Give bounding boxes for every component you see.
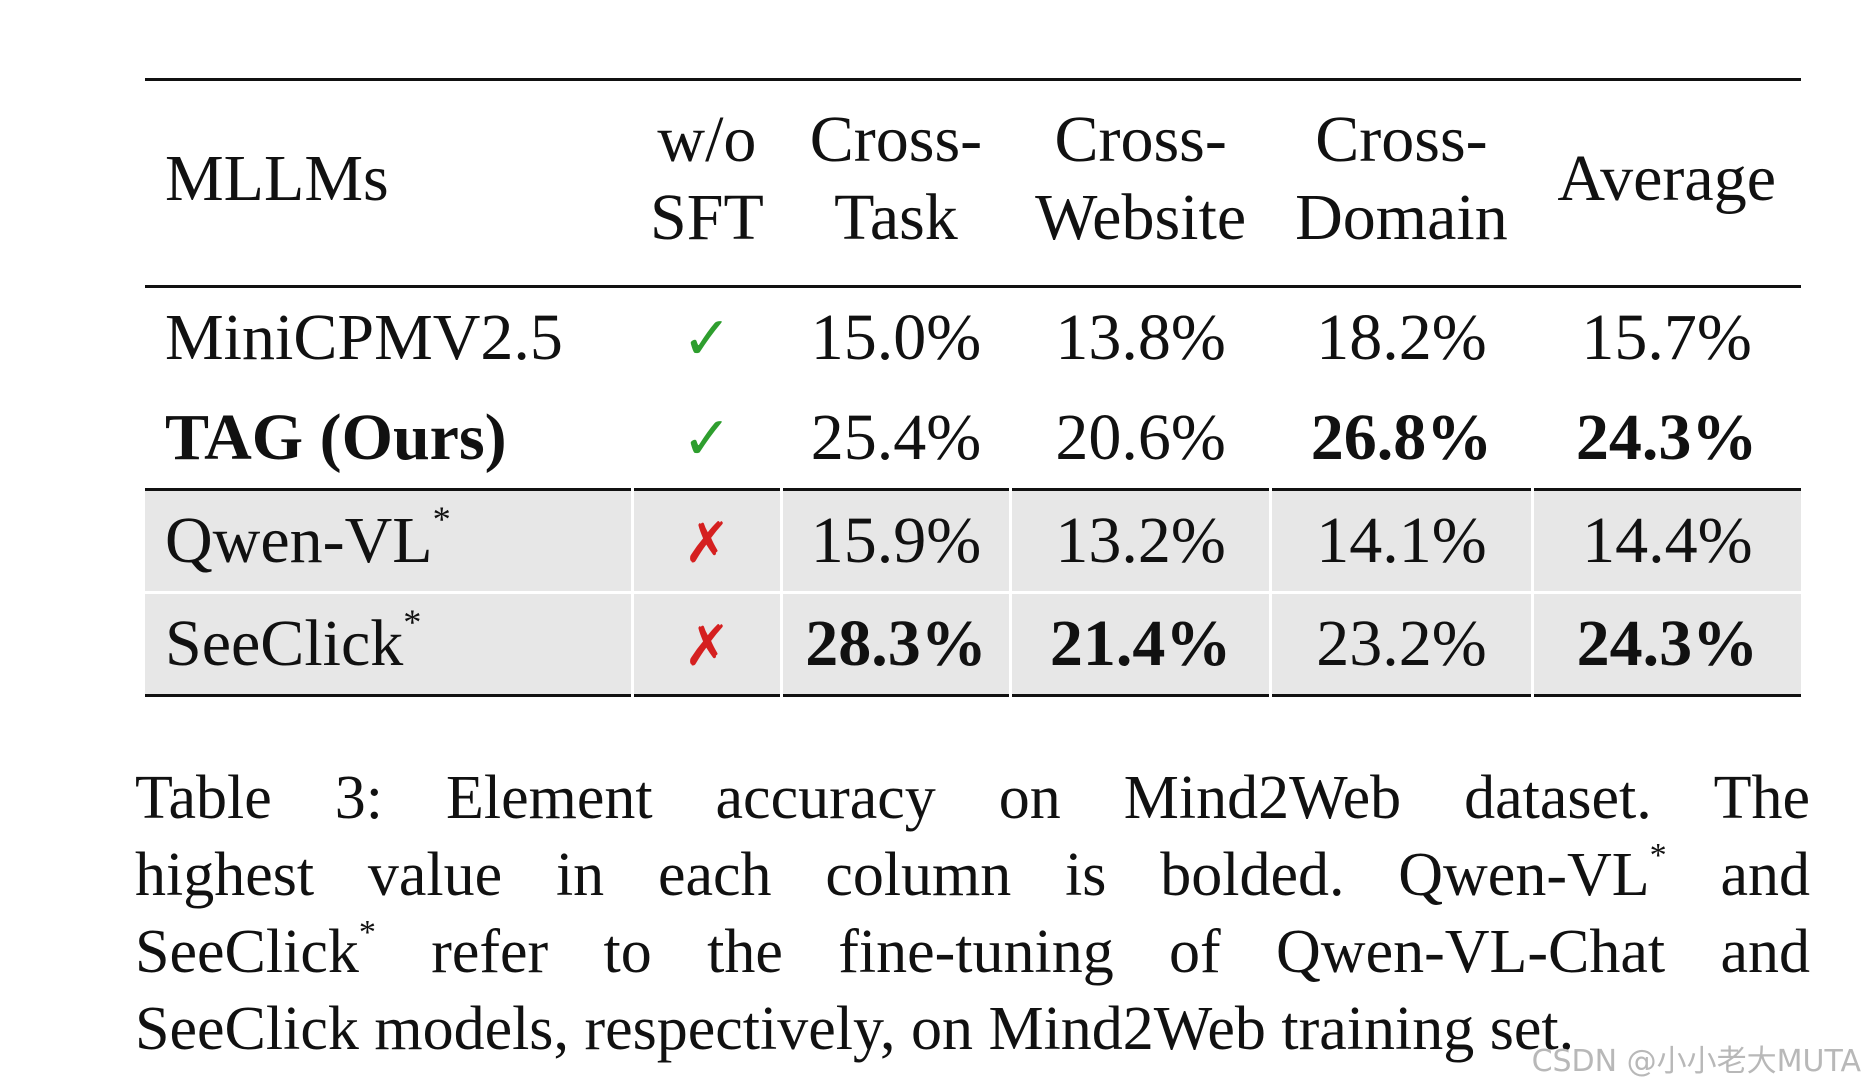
caption-line-2-star: *: [1649, 837, 1667, 875]
watermark: CSDN @小小老大MUTA: [1531, 1044, 1861, 1079]
sft-cell: ✓: [633, 286, 782, 388]
header-cross-domain-line2: Domain: [1295, 180, 1508, 254]
header-cross-task-line1: Cross-: [809, 103, 983, 176]
caption-line-1: Table 3: Element accuracy on Mind2Web da…: [135, 760, 1810, 837]
cross-icon: ✗: [683, 613, 731, 679]
check-icon: ✓: [681, 403, 733, 474]
table-row: MiniCPMV2.5 ✓ 15.0% 13.8% 18.2% 15.7%: [145, 286, 1801, 388]
model-name: SeeClick: [165, 606, 404, 680]
average-value: 14.4%: [1530, 489, 1801, 593]
header-wo-sft: w/o SFT: [633, 80, 782, 287]
header-cross-task: Cross- Task: [781, 80, 1011, 287]
table-body: MiniCPMV2.5 ✓ 15.0% 13.8% 18.2% 15.7% TAG (Our…: [145, 286, 1801, 696]
cross-task-value: 15.0%: [810, 300, 982, 374]
table-row: Qwen-VL* ✗ 15.9% 13.2% 14.1% 14.4%: [145, 489, 1801, 593]
header-cross-website-line1: Cross-: [1054, 103, 1227, 176]
header-cross-website: Cross- Website: [1011, 80, 1271, 287]
cross-website-value: 20.6%: [1055, 400, 1226, 474]
table-header-row: MLLMs w/o SFT Cross- Task Cross- Website…: [145, 79, 1801, 287]
caption-line-3-star: *: [358, 914, 376, 952]
model-name: TAG (Ours): [165, 400, 507, 474]
caption-line-3-text-a: SeeClick: [135, 918, 359, 986]
model-name-cell: MiniCPMV2.5: [145, 286, 633, 388]
cross-domain-value: 26.8%: [1310, 400, 1493, 474]
cross-task-value: 25.4%: [810, 400, 982, 474]
cross-website-value: 21.4%: [1009, 590, 1271, 696]
cross-task-value: 15.9%: [779, 489, 1011, 593]
cross-task-value: 28.3%: [779, 590, 1011, 696]
results-table: MLLMs w/o SFT Cross- Task Cross- Website…: [145, 78, 1801, 697]
table-row: SeeClick* ✗ 28.3% 21.4% 23.2% 24.3%: [145, 590, 1801, 696]
caption-line-2-text-a: highest value in each column is bolded. …: [135, 841, 1650, 909]
caption-line-3: SeeClick* refer to the fine-tuning of Qw…: [135, 914, 1810, 991]
cross-icon: ✗: [683, 510, 731, 576]
caption-line-1-text: Table 3: Element accuracy on Mind2Web da…: [135, 764, 1810, 832]
header-wo-sft-line2: SFT: [650, 180, 764, 254]
caption-line-4: SeeClick models, respectively, on Mind2W…: [135, 991, 1810, 1068]
results-table-container: MLLMs w/o SFT Cross- Task Cross- Website…: [145, 78, 1801, 697]
sft-cell: ✗: [631, 489, 782, 593]
model-name: MiniCPMV2.5: [165, 300, 563, 374]
header-cross-domain: Cross- Domain: [1271, 80, 1533, 287]
model-name: Qwen-VL: [165, 503, 433, 577]
cross-website-value: 13.2%: [1009, 489, 1271, 593]
caption-line-4-text: SeeClick models, respectively, on Mind2W…: [135, 995, 1575, 1063]
header-wo-sft-line1: w/o: [657, 103, 757, 176]
model-name-star: *: [403, 601, 422, 642]
caption-line-3-text-b: refer to the fine-tuning of Qwen-VL-Chat…: [375, 918, 1810, 986]
cross-website-value: 13.8%: [1055, 300, 1226, 374]
cross-domain-value: 14.1%: [1269, 489, 1533, 593]
check-icon: ✓: [681, 303, 733, 374]
sft-cell: ✓: [633, 388, 782, 490]
caption-line-2-text-b: and: [1666, 841, 1810, 909]
model-name-cell: Qwen-VL*: [145, 489, 633, 593]
model-name-cell: TAG (Ours): [145, 388, 633, 490]
cross-domain-value: 23.2%: [1269, 590, 1533, 696]
header-cross-domain-line1: Cross-: [1315, 103, 1488, 176]
average-value: 15.7%: [1581, 300, 1752, 374]
header-average-label: Average: [1557, 141, 1776, 215]
cross-domain-value: 18.2%: [1316, 300, 1487, 374]
table-row: TAG (Ours) ✓ 25.4% 20.6% 26.8% 24.3%: [145, 388, 1801, 490]
model-name-cell: SeeClick*: [145, 590, 633, 696]
sft-cell: ✗: [631, 590, 782, 696]
caption-line-2: highest value in each column is bolded. …: [135, 837, 1810, 914]
header-average: Average: [1532, 80, 1801, 287]
average-value: 24.3%: [1575, 400, 1758, 474]
header-cross-website-line2: Website: [1035, 180, 1247, 254]
model-name-star: *: [432, 498, 451, 539]
table-caption: Table 3: Element accuracy on Mind2Web da…: [135, 760, 1810, 1068]
header-mllms: MLLMs: [145, 80, 633, 287]
header-cross-task-line2: Task: [834, 180, 958, 254]
average-value: 24.3%: [1530, 590, 1801, 696]
header-mllms-label: MLLMs: [165, 141, 389, 215]
